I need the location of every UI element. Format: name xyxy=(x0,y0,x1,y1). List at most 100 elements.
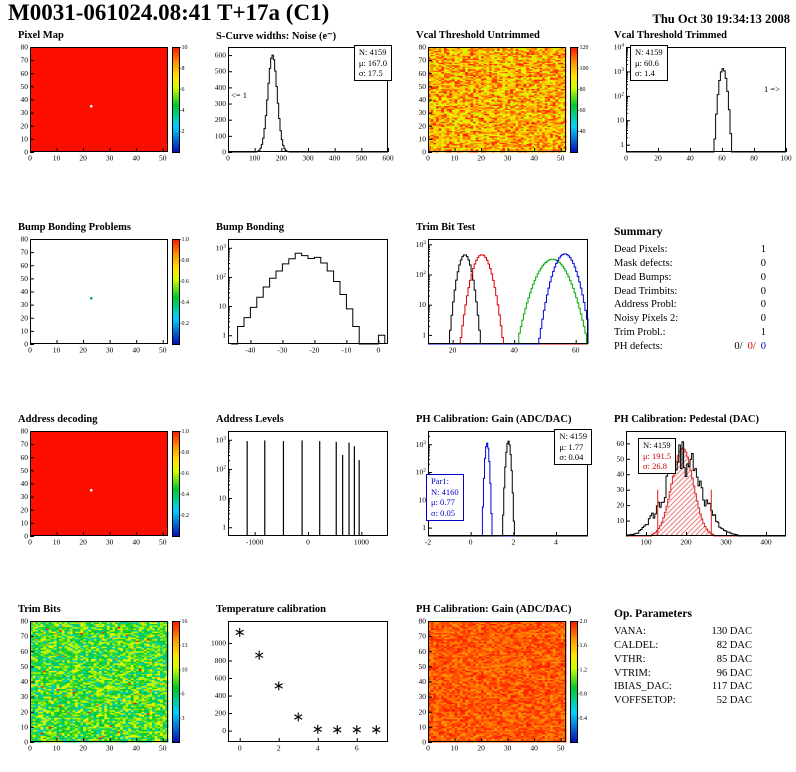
annotation-underflow: <= 1 xyxy=(231,90,247,100)
temperature-calibration-canvas xyxy=(206,617,396,755)
vcal-untrimmed-canvas xyxy=(406,43,596,165)
stats-box: N: 4159 μ: 191.5 σ: 26.8 xyxy=(638,438,677,474)
op-label: VOFFSETOP: xyxy=(614,695,676,707)
op-value: 52 DAC xyxy=(716,695,752,707)
stats-box-par1: Par1: N: 4160 μ: 0.77 σ: 0.05 xyxy=(426,474,464,521)
op-value: 85 DAC xyxy=(716,653,752,665)
stats-line: N: 4159 xyxy=(559,431,587,441)
summary-label: Noisy Pixels 2: xyxy=(614,313,679,325)
chart-title: Vcal Threshold Trimmed xyxy=(614,30,727,41)
summary-label: Trim Probl.: xyxy=(614,327,666,339)
chart-title: Temperature calibration xyxy=(216,604,326,615)
ph-defects-value: 0 xyxy=(760,341,766,353)
stats-line: μ: 60.6 xyxy=(635,57,659,68)
chart-title: S-Curve widths: Noise (e⁻) xyxy=(216,31,337,42)
chart-title: Address decoding xyxy=(18,414,98,425)
chart-title: Address Levels xyxy=(216,414,284,425)
summary-label: Address Probl: xyxy=(614,299,677,311)
stats-line: μ: 167.0 xyxy=(358,57,387,68)
stats-line: σ: 0.04 xyxy=(559,452,584,463)
summary-row: Address Probl: 0 xyxy=(614,298,766,312)
op-parameter-row: VTRIM: 96 DAC xyxy=(614,667,752,681)
stats-line: σ: 26.8 xyxy=(643,461,667,472)
trim-bit-test-canvas xyxy=(406,235,596,357)
chart-title: PH Calibration: Gain (ADC/DAC) xyxy=(416,414,572,425)
summary-row: Trim Probl.: 1 xyxy=(614,326,766,340)
panel-vcal-trimmed: Vcal Threshold Trimmed N: 4159 μ: 60.6 σ… xyxy=(604,30,796,165)
stats-line: μ: 191.5 xyxy=(643,450,672,461)
stats-line: N: 4159 xyxy=(643,440,671,450)
summary-row: Dead Trimbits: 0 xyxy=(614,285,766,299)
chart-title: PH Calibration: Pedestal (DAC) xyxy=(614,414,759,425)
summary-label: Mask defects: xyxy=(614,257,673,269)
summary-row: Dead Pixels: 1 xyxy=(614,243,766,257)
chart-title: PH Calibration: Gain (ADC/DAC) xyxy=(416,604,572,615)
panel-scurve-noise: S-Curve widths: Noise (e⁻) N: 4159 μ: 16… xyxy=(206,30,398,165)
op-label: VTHR: xyxy=(614,653,646,665)
panel-trim-bits: Trim Bits xyxy=(8,604,200,755)
panel-bump-bonding: Bump Bonding xyxy=(206,222,398,357)
op-label: CALDEL: xyxy=(614,639,659,651)
bump-bonding-problems-canvas xyxy=(8,235,198,357)
ph-defects-value: 0/ xyxy=(734,341,743,353)
stats-line: N: 4160 xyxy=(431,486,459,497)
op-parameter-row: CALDEL: 82 DAC xyxy=(614,639,752,653)
summary-value: 0 xyxy=(760,257,766,269)
ph-defects-values: 0/0/0 xyxy=(729,340,766,354)
stats-line: σ: 17.5 xyxy=(358,68,383,79)
op-parameter-row: VTHR: 85 DAC xyxy=(614,653,752,667)
panel-bump-bonding-problems: Bump Bonding Problems xyxy=(8,222,200,357)
op-value: 82 DAC xyxy=(716,639,752,651)
summary-value: 0 xyxy=(760,271,766,283)
stats-line: σ: 0.05 xyxy=(431,507,455,518)
op-parameter-row: VANA: 130 DAC xyxy=(614,625,752,639)
pixel-map-canvas xyxy=(8,43,198,165)
page-title: M0031-061024.08:41 T+17a (C1) xyxy=(8,0,330,25)
stats-line: σ: 1.4 xyxy=(635,68,655,79)
summary-value: 0 xyxy=(760,313,766,325)
chart-title: Trim Bits xyxy=(18,604,61,615)
op-label: VTRIM: xyxy=(614,667,651,679)
summary-row-ph-defects: PH defects: 0/0/0 xyxy=(614,340,766,354)
stats-line: μ: 0.77 xyxy=(431,497,455,508)
stats-box: N: 4159 μ: 60.6 σ: 1.4 xyxy=(630,45,668,81)
stats-line: Par1: xyxy=(431,476,449,486)
panel-ph-gain-map: PH Calibration: Gain (ADC/DAC) xyxy=(406,604,598,755)
annotation-overflow: 1 => xyxy=(764,84,780,94)
ph-defects-value: 0/ xyxy=(747,341,756,353)
panel-ph-gain-hist: PH Calibration: Gain (ADC/DAC) N: 4159 μ… xyxy=(406,414,598,549)
stats-line: N: 4159 xyxy=(358,47,387,57)
chart-title: Bump Bonding Problems xyxy=(18,222,132,233)
stats-box: N: 4159 μ: 1.77 σ: 0.04 xyxy=(554,429,592,465)
op-parameter-row: IBIAS_DAC: 117 DAC xyxy=(614,680,752,694)
address-levels-canvas xyxy=(206,427,396,549)
panel-address-levels: Address Levels xyxy=(206,414,398,549)
panel-address-decoding: Address decoding xyxy=(8,414,200,549)
chart-title: Bump Bonding xyxy=(216,222,284,233)
panel-pixel-map: Pixel Map xyxy=(8,30,200,165)
summary-row: Mask defects: 0 xyxy=(614,257,766,271)
summary-label: Dead Pixels: xyxy=(614,244,668,255)
summary-label: Dead Trimbits: xyxy=(614,285,678,297)
summary-value: 1 xyxy=(760,327,766,339)
panel-trim-bit-test: Trim Bit Test xyxy=(406,222,598,357)
panel-ph-pedestal: PH Calibration: Pedestal (DAC) N: 4159 μ… xyxy=(604,414,796,549)
stats-line: N: 4159 xyxy=(635,47,663,57)
summary-label: PH defects: xyxy=(614,341,663,353)
op-value: 96 DAC xyxy=(716,667,752,679)
summary-panel: Summary Dead Pixels: 1 Mask defects: 0 Dea… xyxy=(614,226,766,354)
summary-value: 0 xyxy=(760,299,766,311)
chart-title: Pixel Map xyxy=(18,30,64,41)
bump-bonding-canvas xyxy=(206,235,396,357)
op-parameter-row: VOFFSETOP: 52 DAC xyxy=(614,694,752,708)
trim-bits-canvas xyxy=(8,617,198,755)
chart-title: Trim Bit Test xyxy=(416,222,476,233)
stats-box: N: 4159 μ: 167.0 σ: 17.5 xyxy=(353,45,392,81)
ph-pedestal-canvas xyxy=(604,427,794,549)
stats-line: μ: 1.77 xyxy=(559,441,584,452)
op-label: IBIAS_DAC: xyxy=(614,681,672,693)
op-value: 130 DAC xyxy=(711,626,752,637)
panel-temperature-calibration: Temperature calibration xyxy=(206,604,398,755)
panel-vcal-untrimmed: Vcal Threshold Untrimmed xyxy=(406,30,598,165)
